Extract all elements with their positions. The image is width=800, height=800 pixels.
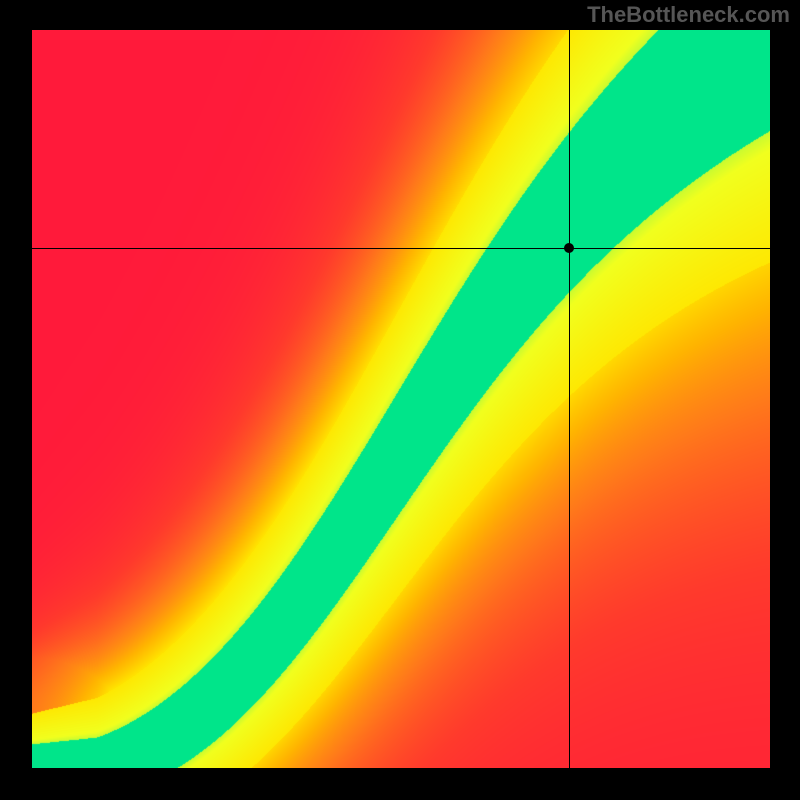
crosshair-horizontal	[32, 248, 770, 249]
crosshair-vertical	[569, 30, 570, 768]
chart-container: TheBottleneck.com	[0, 0, 800, 800]
plot-area	[32, 30, 770, 768]
watermark-text: TheBottleneck.com	[587, 2, 790, 28]
crosshair-marker-dot	[564, 243, 574, 253]
heatmap-canvas	[32, 30, 770, 768]
